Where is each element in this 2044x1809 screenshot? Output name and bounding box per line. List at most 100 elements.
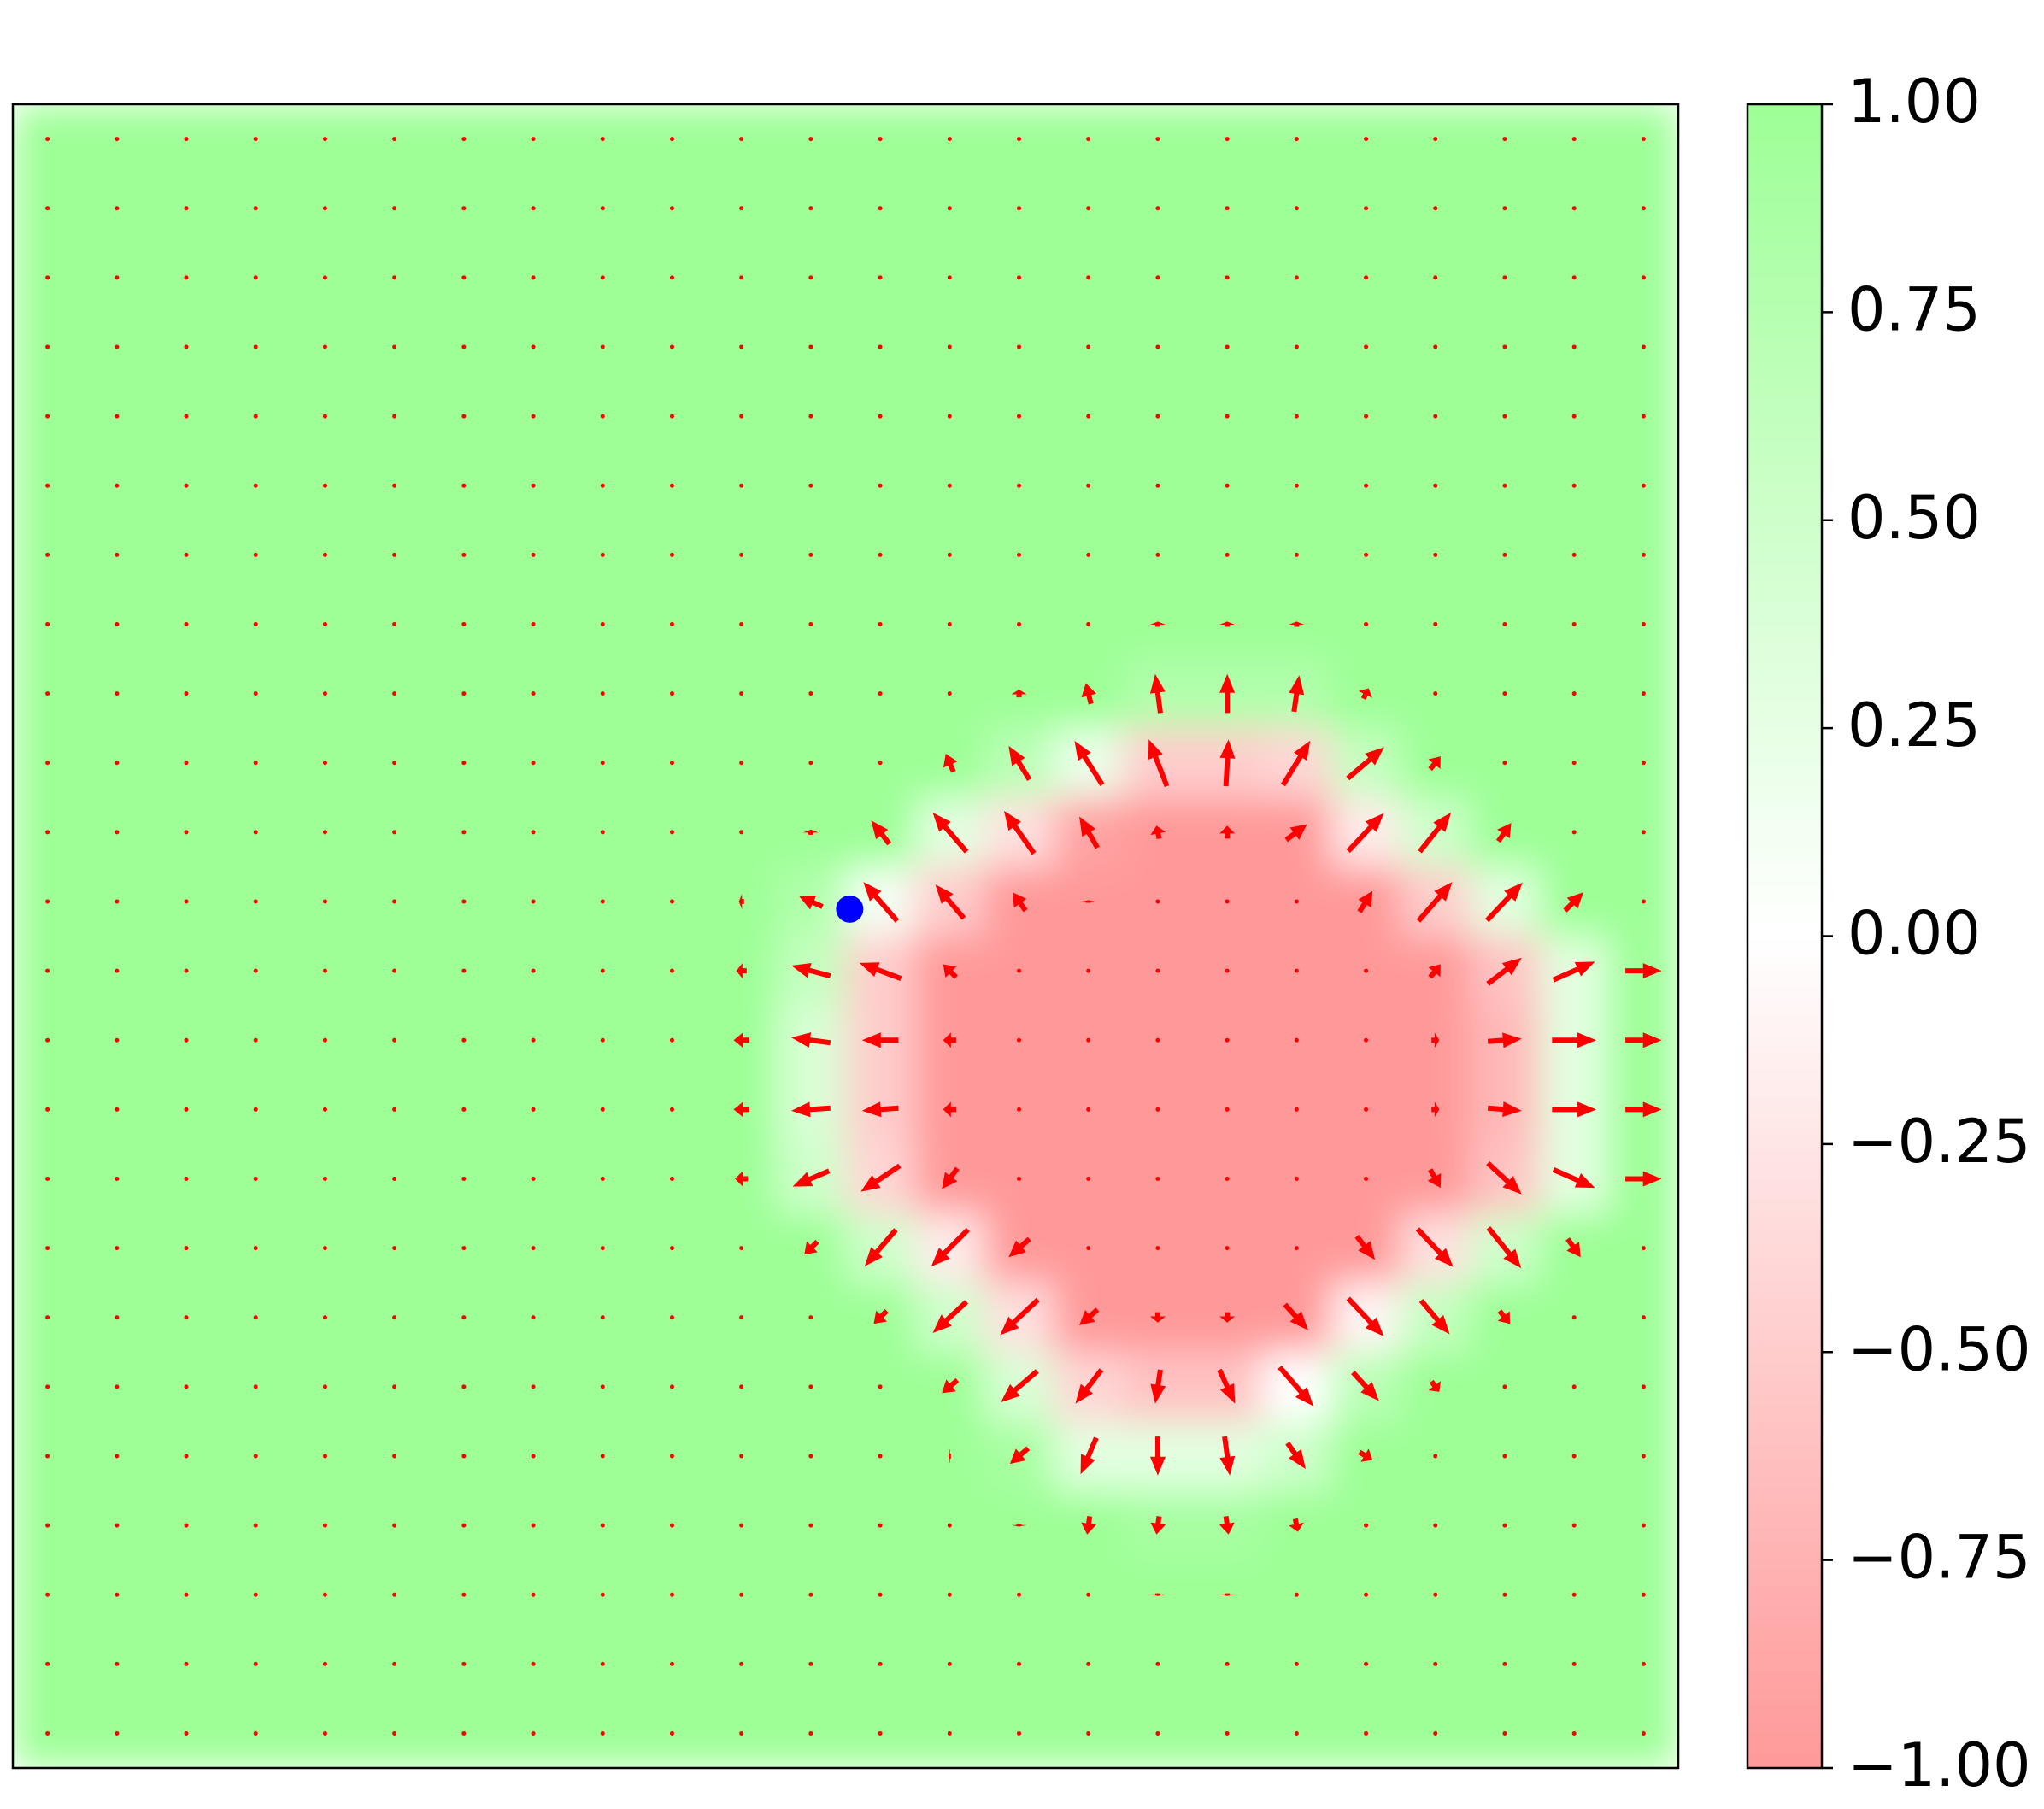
quiver-dot: [1571, 1523, 1577, 1528]
quiver-arrow: [1000, 1297, 1040, 1336]
quiver-dot: [1641, 1315, 1646, 1320]
quiver-dot: [461, 899, 467, 904]
quiver-dot: [322, 275, 327, 280]
quiver-dot: [1571, 483, 1577, 488]
quiver-dot: [253, 552, 258, 557]
quiver-arrow: [1358, 1448, 1373, 1462]
quiver-arrow: [1219, 739, 1236, 787]
quiver-dot: [531, 968, 536, 973]
colorbar-gradient: [1746, 103, 1824, 1770]
quiver-arrow: [931, 1227, 970, 1267]
quiver-dot: [669, 621, 674, 626]
quiver-arrow: [860, 1163, 902, 1192]
quiver-dot: [115, 691, 120, 696]
quiver-dot: [1086, 968, 1091, 973]
quiver-dot: [669, 830, 674, 835]
quiver-dot: [1641, 483, 1646, 488]
quiver-arrow: [1289, 621, 1305, 627]
quiver-dot: [45, 552, 50, 557]
quiver-dot: [531, 206, 536, 211]
quiver-dot: [1155, 899, 1160, 904]
quiver-dot: [45, 344, 50, 349]
quiver-arrow: [1552, 1101, 1597, 1118]
colorbar-tick-label: −0.25: [1847, 1107, 2031, 1177]
quiver-dot: [322, 1523, 327, 1528]
quiver-dot: [1502, 1384, 1507, 1389]
quiver-dot: [669, 552, 674, 557]
quiver-dot: [184, 899, 189, 904]
quiver-dot: [392, 830, 397, 835]
quiver-dot: [531, 552, 536, 557]
quiver-dot: [392, 275, 397, 280]
quiver-dot: [1225, 1037, 1230, 1043]
quiver-arrow: [1217, 1368, 1236, 1404]
quiver-dot: [322, 344, 327, 349]
quiver-dot: [669, 899, 674, 904]
quiver-dot: [947, 483, 952, 488]
quiver-dot: [253, 1384, 258, 1389]
quiver-dot: [878, 137, 883, 142]
quiver-dot: [669, 414, 674, 419]
quiver-dot: [253, 691, 258, 696]
quiver-dot: [1433, 621, 1438, 626]
quiver-dot: [1502, 206, 1507, 211]
quiver-dot: [739, 1661, 744, 1666]
quiver-dot: [1294, 1176, 1299, 1181]
quiver-arrow: [1625, 1171, 1662, 1187]
quiver-dot: [531, 1661, 536, 1666]
quiver-arrow: [1283, 1302, 1309, 1330]
quiver-dot: [1225, 483, 1230, 488]
quiver-dot: [45, 275, 50, 280]
quiver-dot: [808, 1454, 813, 1459]
quiver-dot: [461, 1592, 467, 1597]
quiver-dot: [322, 899, 327, 904]
quiver-dot: [184, 1176, 189, 1181]
quiver-dot: [1433, 1661, 1438, 1666]
quiver-dot: [1571, 1454, 1577, 1459]
quiver-dot: [45, 1661, 50, 1666]
quiver-dot: [115, 137, 120, 142]
quiver-dot: [1155, 414, 1160, 419]
quiver-dot: [1364, 1730, 1369, 1736]
quiver-dot: [669, 968, 674, 973]
quiver-dot: [531, 137, 536, 142]
quiver-dot: [253, 1315, 258, 1320]
quiver-dot: [461, 1037, 467, 1043]
quiver-arrow: [1351, 1371, 1379, 1401]
quiver-arrow: [859, 962, 902, 982]
quiver-dot: [1086, 1107, 1091, 1112]
quiver-dot: [1641, 1246, 1646, 1251]
quiver-dot: [531, 1037, 536, 1043]
quiver-arrow: [1357, 890, 1373, 913]
quiver-dot: [184, 1384, 189, 1389]
quiver-arrow: [733, 1101, 749, 1118]
quiver-dot: [1225, 899, 1230, 904]
colorbar-tick-label: 0.00: [1847, 899, 1981, 969]
quiver-dot: [115, 275, 120, 280]
quiver-dot: [322, 1384, 327, 1389]
quiver-arrow: [1495, 823, 1512, 843]
quiver-dot: [1225, 968, 1230, 973]
quiver-arrow: [1563, 892, 1583, 913]
quiver-arrow: [1081, 1515, 1096, 1535]
quiver-dot: [253, 1730, 258, 1736]
quiver-dot: [1433, 552, 1438, 557]
quiver-dot: [1225, 1730, 1230, 1736]
quiver-dot: [739, 1454, 744, 1459]
quiver-dot: [669, 483, 674, 488]
quiver-arrow: [1003, 810, 1037, 855]
quiver-dot: [322, 206, 327, 211]
quiver-dot: [1294, 414, 1299, 419]
quiver-dot: [531, 1384, 536, 1389]
quiver-dot: [1502, 1454, 1507, 1459]
quiver-arrow: [864, 1228, 898, 1266]
quiver-dot: [739, 691, 744, 696]
quiver-dot: [1433, 691, 1438, 696]
quiver-dot: [461, 1176, 467, 1181]
quiver-dot: [45, 1384, 50, 1389]
quiver-dot: [1225, 1661, 1230, 1666]
quiver-arrow: [861, 1101, 899, 1118]
quiver-dot: [739, 761, 744, 766]
quiver-arrow: [1011, 1524, 1027, 1527]
quiver-dot: [947, 1592, 952, 1597]
